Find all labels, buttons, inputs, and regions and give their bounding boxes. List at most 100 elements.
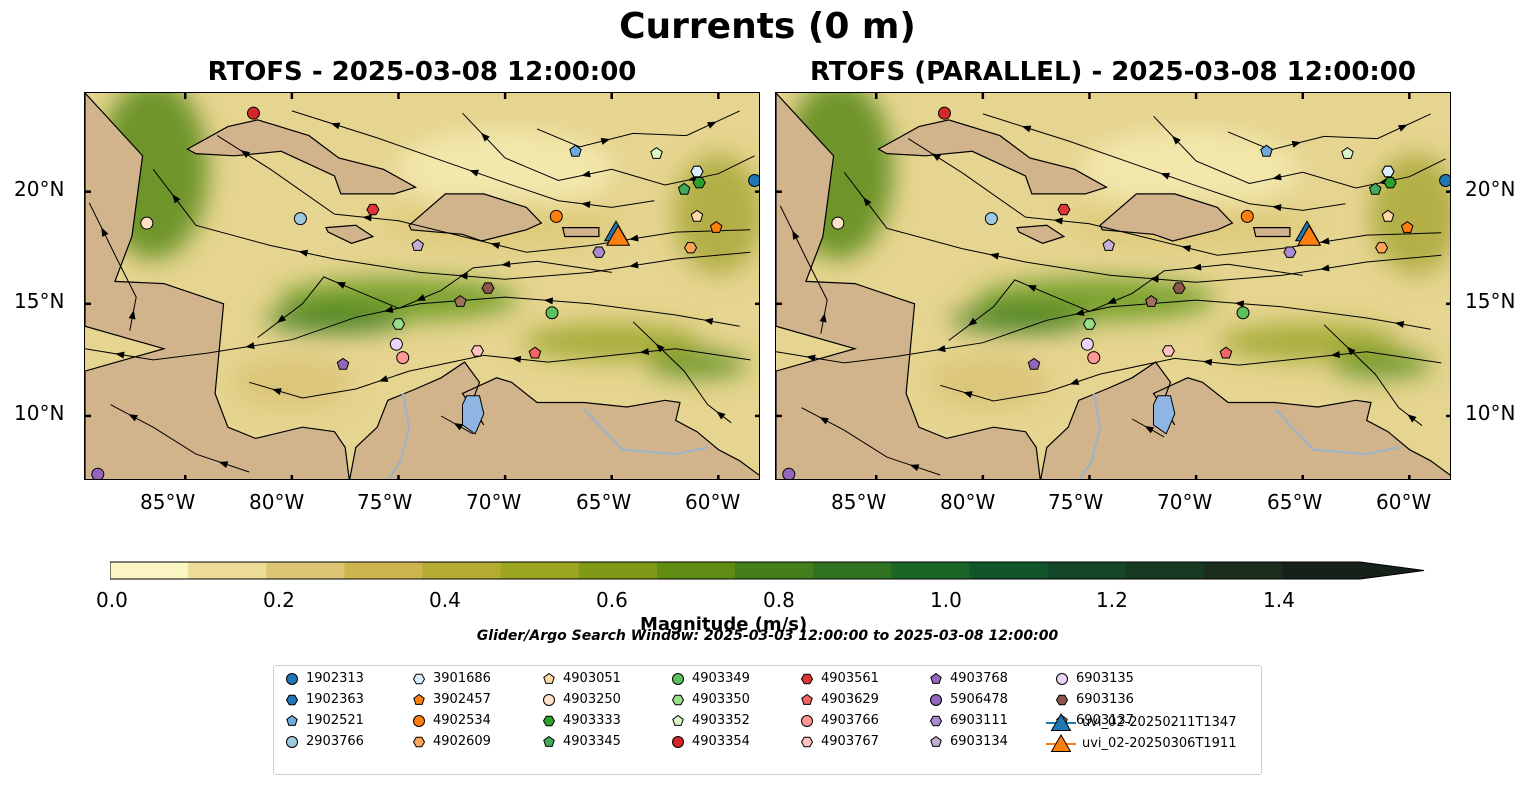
legend-label: 3902457	[433, 692, 491, 707]
legend-label: 1902363	[306, 692, 364, 707]
left-marker-4903767	[470, 345, 484, 357]
right-flow-arrow	[1330, 350, 1341, 358]
legend-item-uvi_02-20250306T1911: uvi_02-20250306T1911	[1046, 733, 1236, 754]
colorbar-tick-5: 1.0	[930, 588, 962, 612]
colorbar-tick-3: 0.6	[596, 588, 628, 612]
left-flow-arrow	[378, 375, 389, 382]
colorbar-segment	[1047, 562, 1127, 579]
legend-marker-6903136	[1055, 694, 1069, 705]
legend-item-uvi_02-20250211T1347: uvi_02-20250211T1347	[1046, 712, 1236, 733]
right-flow-arrow	[931, 153, 941, 162]
right-marker-4903350	[1082, 318, 1097, 330]
left-lat-tick-10n: 10°N	[14, 401, 65, 425]
legend-label: uvi_02-20250306T1911	[1082, 736, 1237, 751]
left-lake-maracaibo	[462, 395, 485, 435]
left-marker-4902534	[549, 209, 563, 223]
legend-marker-2903766	[286, 735, 298, 748]
right-flow-arrow	[1053, 217, 1063, 225]
right-land-3	[1016, 224, 1066, 244]
right-marker-4903766	[1087, 351, 1101, 365]
right-lat-tick-15n: 15°N	[1465, 289, 1516, 313]
left-marker-2903766	[293, 212, 307, 226]
legend-label: 4903561	[821, 671, 879, 686]
legend-marker-6903135	[1056, 672, 1068, 685]
legend-label: 4903333	[563, 713, 621, 728]
legend-marker-4903345	[543, 735, 555, 747]
right-flow-arrow	[1027, 285, 1037, 292]
legend-item-6903134: 6903134	[928, 731, 1008, 752]
right-river-0	[1078, 393, 1102, 479]
legend-label: 4903767	[821, 734, 879, 749]
right-marker-4903354	[937, 106, 951, 120]
right-streamline-3	[940, 351, 1442, 402]
legend-label: 4903349	[692, 671, 750, 686]
legend-item-3902457: 3902457	[411, 689, 491, 710]
colorbar-segment	[969, 562, 1048, 579]
right-flow-arrow	[1181, 245, 1192, 252]
right-land-0	[776, 93, 1041, 479]
colorbar-tick-0: 0.0	[96, 588, 128, 612]
legend-marker-1902363	[285, 694, 299, 705]
left-flow-arrow	[453, 422, 464, 431]
legend-item-4902609: 4902609	[411, 731, 491, 752]
legend-item-1902521: 1902521	[284, 710, 364, 731]
legend-marker-3902457	[413, 693, 425, 705]
right-lon-tick-85w: 85°W	[831, 490, 887, 514]
legend-item-4903345: 4903345	[541, 731, 621, 752]
left-flow-arrow	[629, 261, 639, 269]
right-marker-uvi_02-20250306T1911	[1297, 224, 1322, 246]
legend-item-4903629: 4903629	[799, 689, 879, 710]
left-flow-arrow	[298, 249, 309, 257]
legend-item-4903352: 4903352	[670, 710, 750, 731]
legend-item-1902363: 1902363	[284, 689, 364, 710]
right-streamline-6	[982, 113, 1346, 211]
left-marker-4902609	[684, 242, 698, 254]
right-marker-4902534	[1240, 209, 1254, 223]
left-lon-tick-70w: 70°W	[466, 490, 522, 514]
left-marker-4903352	[650, 146, 663, 159]
legend-marker-4903051	[543, 672, 555, 684]
legend-marker-4903629	[801, 693, 813, 705]
right-land-4	[1099, 193, 1234, 242]
right-flow-arrow	[1234, 300, 1245, 308]
colorbar-segment	[1125, 562, 1205, 579]
legend-marker-uvi_02-20250306T1911	[1050, 733, 1072, 752]
legend-label: 4902609	[433, 734, 491, 749]
left-river-0	[387, 393, 411, 479]
right-flow-arrow	[1069, 378, 1080, 385]
left-panel-title: RTOFS - 2025-03-08 12:00:00	[207, 57, 637, 87]
right-flow-arrow	[1202, 358, 1213, 366]
right-marker-6903111	[1283, 246, 1297, 258]
legend-item-6903135: 6903135	[1054, 668, 1134, 689]
right-marker-4903561	[1057, 203, 1071, 216]
left-marker-4903768	[336, 357, 350, 370]
legend-marker-4903766	[801, 714, 813, 727]
legend-item-4903768: 4903768	[928, 668, 1008, 689]
colorbar-segment	[735, 562, 814, 579]
colorbar-segment	[656, 562, 736, 579]
right-marker-4903767	[1161, 345, 1175, 357]
right-current-map[interactable]	[775, 92, 1451, 480]
left-lon-tick-75w: 75°W	[357, 490, 413, 514]
legend-item-6903111: 6903111	[928, 710, 1008, 731]
right-flow-arrow	[963, 391, 973, 398]
left-land-0	[85, 93, 350, 479]
left-lat-tick-15n: 15°N	[14, 289, 65, 313]
right-flow-arrow	[909, 464, 920, 472]
colorbar-segment	[891, 562, 970, 579]
left-land-2	[186, 119, 418, 195]
colorbar-tick-1: 0.2	[263, 588, 295, 612]
colorbar-segment	[1281, 562, 1361, 579]
right-lake-maracaibo	[1153, 395, 1176, 435]
right-marker-5906478	[782, 467, 796, 479]
right-marker-4903051	[1381, 209, 1395, 222]
left-flow-arrow	[581, 201, 591, 209]
legend-marker-6903111	[929, 715, 943, 726]
left-land-1	[349, 361, 759, 479]
right-lon-tick-65w: 65°W	[1267, 490, 1323, 514]
legend-label: 4903350	[692, 692, 750, 707]
left-current-map[interactable]	[84, 92, 760, 480]
legend-label: 6903111	[950, 713, 1008, 728]
legend-marker-4903767	[800, 736, 814, 747]
right-marker-3901686	[1381, 165, 1395, 178]
